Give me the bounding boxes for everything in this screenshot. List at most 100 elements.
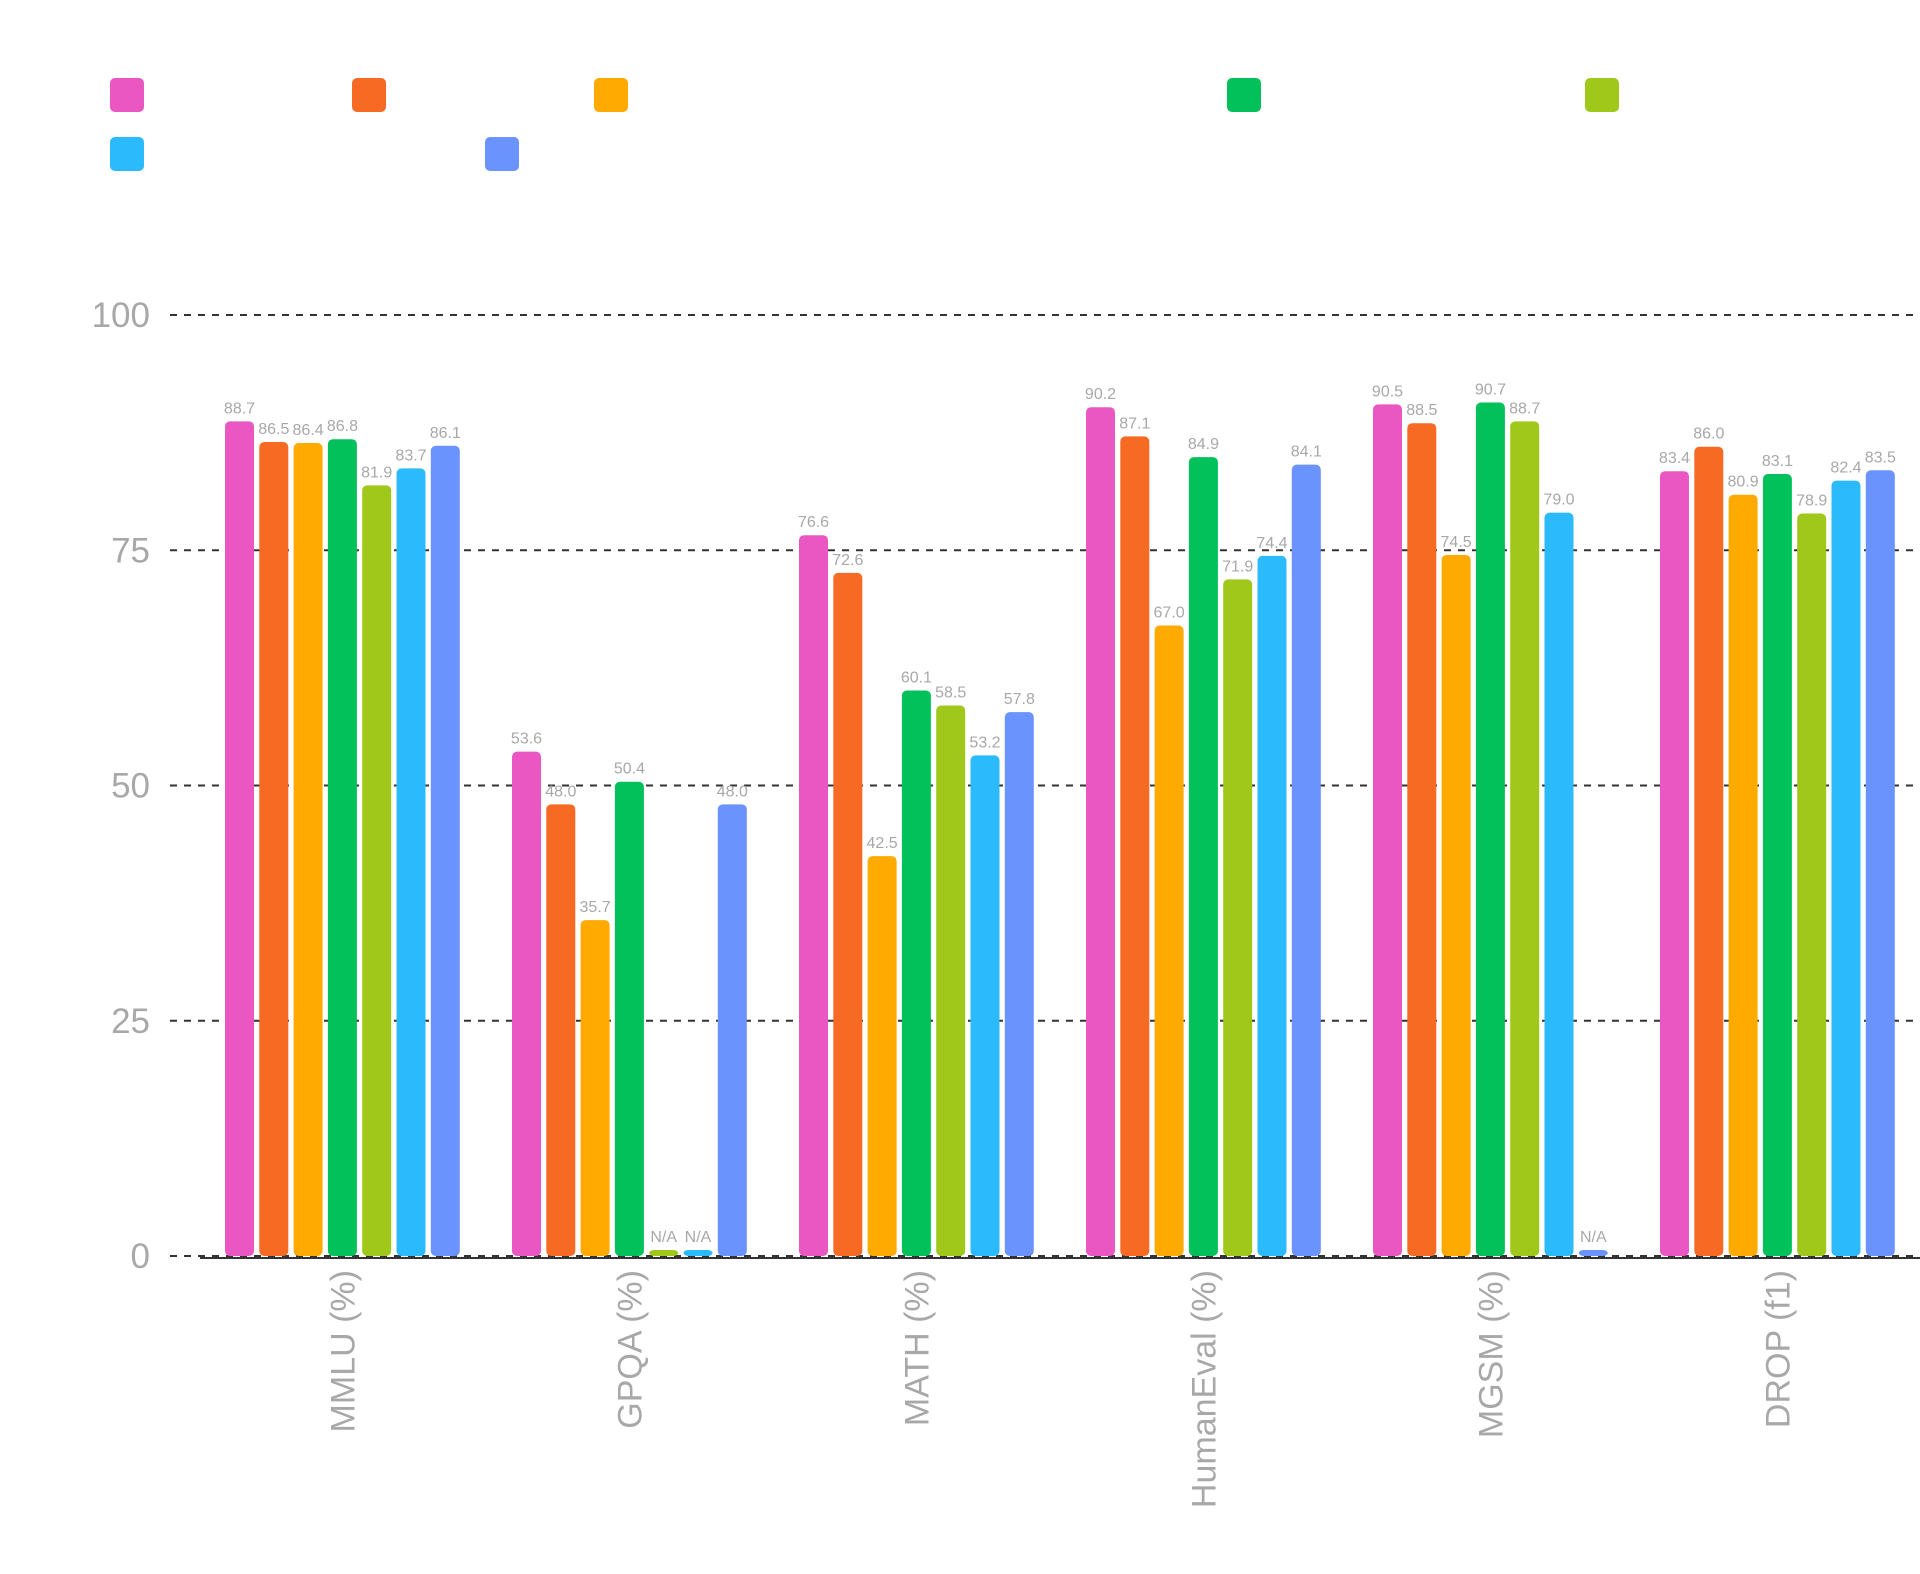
data-label: 90.7 <box>1475 382 1506 399</box>
data-label: 82.4 <box>1830 460 1861 477</box>
data-label: 88.5 <box>1406 402 1437 419</box>
bar <box>1291 464 1321 1256</box>
legend <box>0 0 1920 200</box>
data-label: 88.7 <box>1509 400 1540 417</box>
data-label: 90.2 <box>1085 386 1116 403</box>
bar <box>970 755 1000 1256</box>
data-label: 83.5 <box>1865 449 1896 466</box>
data-label: 48.0 <box>717 783 748 800</box>
bar <box>396 468 426 1256</box>
legend-swatch <box>110 78 144 112</box>
bar <box>936 705 966 1256</box>
y-tick-label: 75 <box>111 531 150 570</box>
bar <box>683 1250 713 1256</box>
bar <box>1373 404 1402 1256</box>
y-tick-label: 0 <box>131 1237 150 1276</box>
bar <box>1407 423 1437 1257</box>
bar <box>1475 402 1505 1256</box>
bar <box>717 804 747 1256</box>
data-label: 60.1 <box>901 669 932 686</box>
data-label: 83.7 <box>395 447 426 464</box>
legend-swatch <box>110 137 144 171</box>
bar <box>614 781 644 1256</box>
legend-swatch <box>485 137 519 171</box>
bar <box>1086 407 1115 1256</box>
legend-item <box>1585 78 1619 112</box>
data-label: 48.0 <box>545 783 576 800</box>
bar <box>1154 625 1184 1256</box>
bar <box>1004 712 1034 1256</box>
x-tick-label: MGSM (%) <box>1472 1270 1510 1438</box>
data-label: 57.8 <box>1004 691 1035 708</box>
y-tick-label: 100 <box>92 296 150 335</box>
bar <box>1257 555 1287 1256</box>
bar <box>1544 512 1574 1256</box>
bar <box>833 572 863 1256</box>
x-tick-label: MATH (%) <box>898 1270 936 1426</box>
bar <box>1441 554 1471 1256</box>
data-label: 90.5 <box>1372 383 1403 400</box>
legend-item <box>110 78 144 112</box>
bar <box>293 442 323 1256</box>
data-label: N/A <box>650 1229 677 1246</box>
data-label: 80.9 <box>1728 474 1759 491</box>
data-label: 84.9 <box>1188 436 1219 453</box>
bar <box>1865 470 1895 1256</box>
bar <box>1660 471 1689 1256</box>
x-tick-label: GPQA (%) <box>611 1270 649 1429</box>
data-label: 79.0 <box>1543 492 1574 509</box>
data-label: N/A <box>1580 1229 1607 1246</box>
legend-item <box>485 137 519 171</box>
y-tick-label: 50 <box>111 767 150 806</box>
data-label: 42.5 <box>867 835 898 852</box>
x-tick-label: MMLU (%) <box>324 1270 362 1432</box>
data-label: 67.0 <box>1154 605 1185 622</box>
bar <box>546 804 576 1256</box>
data-label: 86.5 <box>258 421 289 438</box>
legend-swatch <box>594 78 628 112</box>
data-label: N/A <box>685 1229 712 1246</box>
bar <box>1728 494 1758 1257</box>
bar <box>1188 457 1218 1256</box>
data-label: 83.1 <box>1762 453 1793 470</box>
bar <box>901 690 931 1256</box>
data-label: 86.1 <box>430 425 461 442</box>
legend-item <box>352 78 386 112</box>
bar <box>799 535 828 1256</box>
data-label: 74.5 <box>1441 534 1472 551</box>
legend-item <box>1227 78 1261 112</box>
data-label: 71.9 <box>1222 558 1253 575</box>
data-label: 86.4 <box>293 422 324 439</box>
bar <box>259 442 289 1256</box>
bar <box>327 439 357 1256</box>
data-label: 84.1 <box>1291 444 1322 461</box>
data-label: 86.8 <box>327 418 358 435</box>
data-label: 53.2 <box>969 734 1000 751</box>
data-label: 88.7 <box>224 400 255 417</box>
bar <box>1510 421 1540 1256</box>
bar <box>1831 480 1861 1257</box>
bar <box>225 421 254 1256</box>
bar <box>1762 474 1792 1256</box>
data-label: 86.0 <box>1693 426 1724 443</box>
legend-swatch <box>1585 78 1619 112</box>
legend-item <box>594 78 628 112</box>
bar <box>1797 513 1827 1256</box>
x-tick-label: HumanEval (%) <box>1185 1270 1223 1508</box>
data-label: 83.4 <box>1659 450 1690 467</box>
data-label: 81.9 <box>361 464 392 481</box>
bar <box>430 445 460 1256</box>
bar <box>1120 436 1150 1256</box>
legend-swatch <box>352 78 386 112</box>
bar <box>512 751 541 1256</box>
data-label: 74.4 <box>1256 535 1287 552</box>
bar <box>867 856 897 1256</box>
bar <box>362 485 392 1256</box>
bar <box>1223 579 1253 1256</box>
data-label: 50.4 <box>614 761 645 778</box>
data-label: 76.6 <box>798 514 829 531</box>
bar <box>649 1250 679 1256</box>
legend-item <box>110 137 144 171</box>
bar <box>580 920 610 1256</box>
